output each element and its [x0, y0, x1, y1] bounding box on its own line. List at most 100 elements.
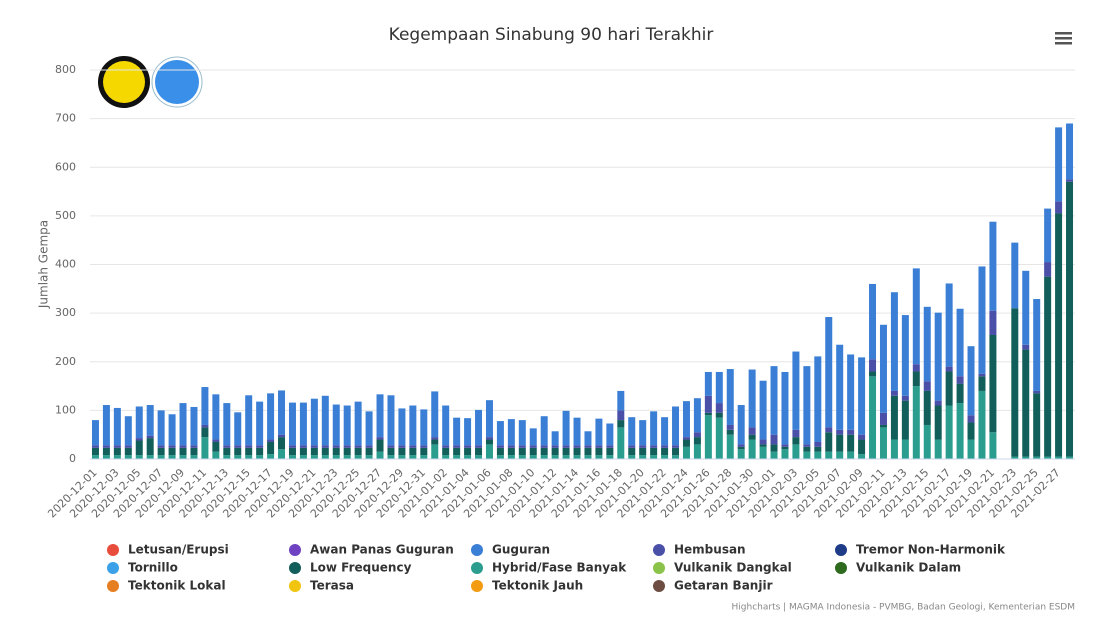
bar-segment — [464, 447, 472, 456]
bar-segment — [628, 455, 636, 459]
bar-segment — [781, 446, 789, 450]
bar-segment — [278, 437, 286, 450]
bar-segment — [989, 221, 997, 311]
bar-segment — [595, 455, 603, 459]
bar-segment — [91, 420, 99, 446]
bar-segment — [288, 447, 296, 456]
bar-segment — [168, 447, 176, 456]
bar-segment — [628, 447, 636, 456]
bar-segment — [256, 401, 264, 446]
bar-segment — [113, 407, 121, 446]
bar-segment — [836, 429, 844, 435]
bar-segment — [967, 422, 975, 440]
bar-segment — [409, 445, 417, 448]
bar-segment — [551, 431, 559, 446]
bar-segment — [661, 445, 669, 448]
bar-segment — [376, 437, 384, 440]
bar-segment — [1011, 242, 1019, 309]
bar-segment — [310, 455, 318, 459]
bar-segment — [354, 445, 362, 448]
bar-segment — [442, 445, 450, 448]
bar-segment — [901, 395, 909, 401]
bar-segment — [562, 447, 570, 456]
bar-segment — [201, 437, 209, 459]
bar-segment — [945, 371, 953, 406]
y-tick-label: 300 — [55, 306, 76, 319]
legend-marker — [107, 562, 119, 574]
y-tick-label: 700 — [55, 112, 76, 125]
bar-segment — [672, 406, 680, 446]
bar-segment — [485, 439, 493, 445]
bar-segment — [354, 447, 362, 456]
bar-segment — [135, 455, 143, 459]
bar-segment — [409, 405, 417, 446]
bar-segment — [726, 369, 734, 425]
bar-segment — [376, 451, 384, 459]
bar-segment — [967, 439, 975, 459]
bar-segment — [278, 434, 286, 438]
bar-segment — [234, 445, 242, 448]
bar-segment — [901, 315, 909, 396]
bar-segment — [245, 445, 253, 448]
bar-segment — [584, 447, 592, 456]
bar-segment — [113, 447, 121, 456]
legend-marker — [107, 580, 119, 592]
bar-segment — [584, 445, 592, 448]
bar-segment — [179, 455, 187, 459]
bar-segment — [507, 419, 515, 446]
legend-marker — [289, 562, 301, 574]
bar-segment — [912, 386, 920, 459]
menu-button[interactable] — [1055, 32, 1072, 45]
bar-segment — [453, 455, 461, 459]
bar-segment — [836, 344, 844, 430]
bar-segment — [179, 403, 187, 446]
bar-segment — [288, 402, 296, 446]
bar-segment — [299, 455, 307, 459]
bar-segment — [639, 420, 647, 446]
bar-segment — [693, 444, 701, 459]
bar-segment — [124, 455, 132, 459]
bar-segment — [223, 447, 231, 456]
bar-segment — [234, 412, 242, 446]
bar-segment — [518, 455, 526, 459]
bar-segment — [529, 445, 537, 448]
bar-segment — [409, 455, 417, 459]
legend-label: Vulkanik Dalam — [856, 561, 961, 575]
bar-segment — [682, 401, 690, 438]
bar-segment — [223, 445, 231, 448]
bar-segment — [245, 395, 253, 446]
bar-segment — [682, 439, 690, 447]
bar-segment — [212, 439, 220, 442]
bar-segment — [496, 447, 504, 456]
bar-segment — [365, 411, 373, 446]
bar-segment — [792, 437, 800, 445]
bar-segment — [420, 409, 428, 446]
bar-segment — [803, 446, 811, 452]
bar-segment — [1033, 390, 1041, 394]
bar-segment — [890, 292, 898, 391]
bar-segment — [113, 455, 121, 459]
bar-segment — [387, 395, 395, 446]
bar-segment — [321, 447, 329, 456]
bar-segment — [934, 400, 942, 406]
bar-segment — [475, 455, 483, 459]
bar-segment — [1033, 393, 1041, 457]
bar-segment — [551, 455, 559, 459]
bar-segment — [299, 447, 307, 456]
bar-segment — [91, 455, 99, 459]
bar-segment — [890, 395, 898, 440]
bar-segment — [223, 403, 231, 446]
bar-segment — [693, 398, 701, 433]
bar-segment — [1066, 456, 1074, 459]
bar-segment — [989, 310, 997, 336]
bar-segment — [978, 266, 986, 374]
bar-segment — [496, 445, 504, 448]
bar-segment — [113, 445, 121, 448]
bar-segment — [836, 434, 844, 452]
bar-segment — [102, 447, 110, 456]
bar-segment — [157, 445, 165, 448]
bar-segment — [146, 405, 154, 436]
bar-segment — [825, 432, 833, 452]
bar-segment — [672, 455, 680, 459]
